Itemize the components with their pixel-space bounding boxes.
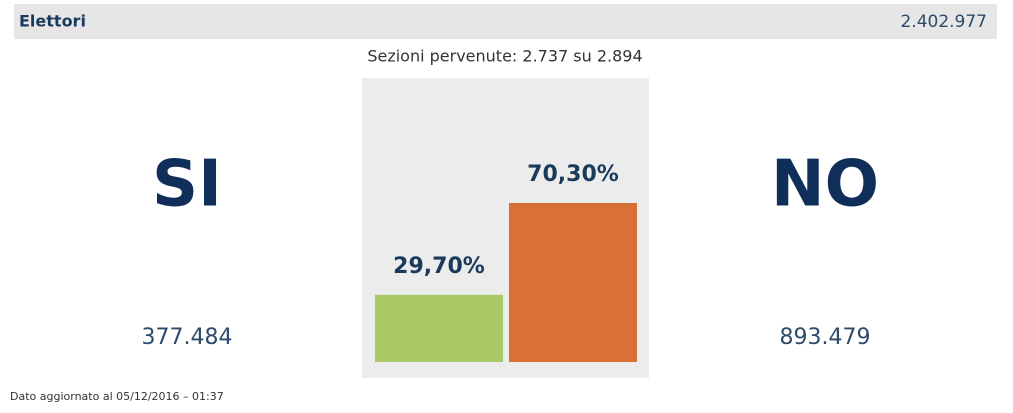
- value-label: 29,70%: [393, 254, 485, 279]
- category-label: SI: [152, 148, 222, 222]
- sections: Sezioni pervenute: 2.737 su 2.894: [367, 47, 642, 66]
- vote-count: 893.479: [780, 325, 871, 350]
- footer: Dato aggiornato al 05/12/2016 – 01:37: [10, 390, 224, 403]
- value-label: 70,30%: [527, 162, 619, 187]
- header-bar: [14, 4, 997, 39]
- header-value: 2.402.977: [900, 12, 987, 32]
- bar: [509, 203, 637, 362]
- vote-count: 377.484: [142, 325, 233, 350]
- header-label: Elettori: [19, 12, 86, 31]
- bar: [375, 294, 503, 362]
- category-label: NO: [771, 148, 879, 222]
